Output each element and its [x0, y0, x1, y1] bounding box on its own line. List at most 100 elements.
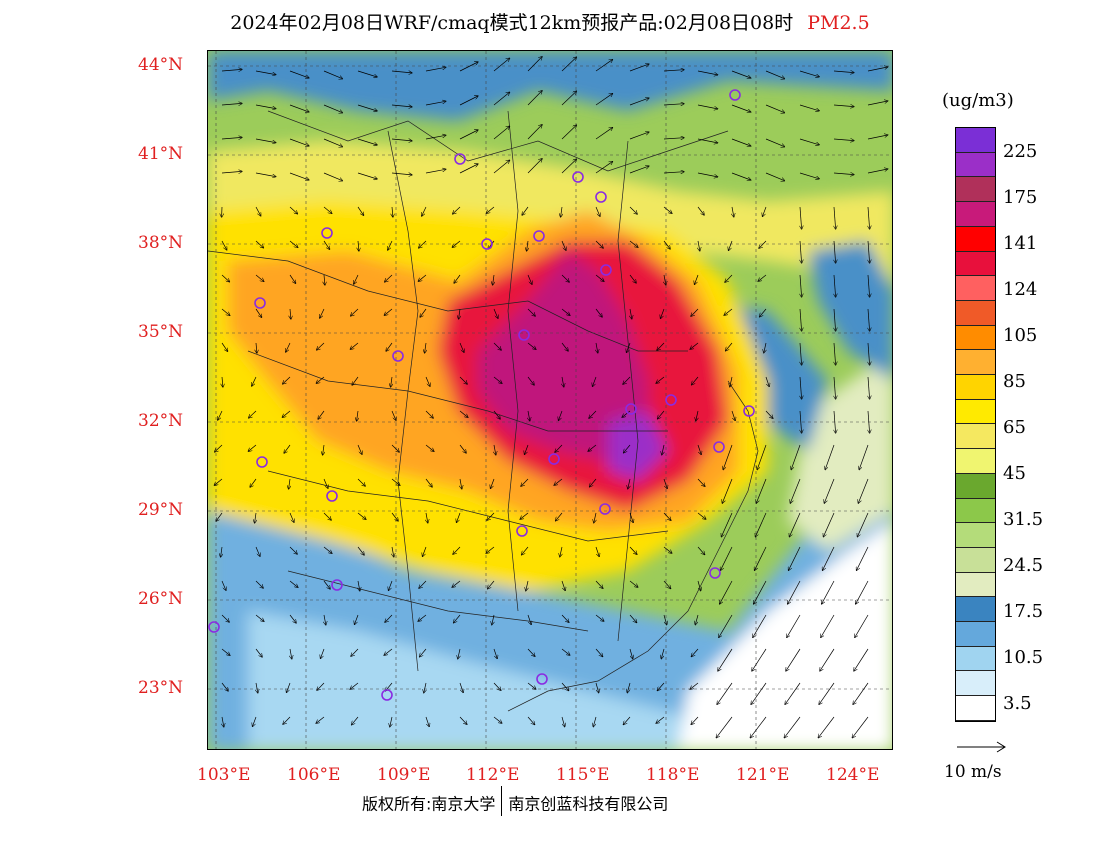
wind-arrow [357, 104, 377, 111]
wind-arrow [664, 274, 666, 285]
wind-arrow [351, 648, 359, 656]
wind-arrow [595, 580, 603, 588]
wind-arrow [425, 67, 446, 72]
wind-arrow [868, 240, 870, 263]
wind-arrow [561, 342, 568, 351]
wind-arrow [324, 274, 325, 285]
wind-arrow [420, 648, 427, 657]
wind-arrow [868, 410, 870, 433]
wind-arrow [493, 126, 510, 140]
wind-arrow [765, 104, 785, 113]
wind-arrow [785, 682, 801, 704]
wind-arrow [725, 274, 733, 282]
wind-arrow [790, 478, 801, 503]
wind-arrow [459, 682, 463, 693]
boundary-lines [208, 110, 759, 712]
wind-arrow [697, 206, 704, 215]
wind-reference-arrow [957, 741, 1006, 753]
wind-arrow [357, 172, 377, 179]
wind-arrow [663, 512, 671, 520]
wind-arrow [527, 614, 531, 625]
city-markers [208, 89, 755, 701]
wind-arrow [425, 376, 430, 386]
lon-label-121e: 121°E [736, 765, 790, 785]
wind-arrow [697, 172, 718, 177]
wind-arrow [717, 682, 733, 704]
wind-arrow [391, 444, 399, 452]
wind-arrow [595, 682, 599, 693]
wind-arrow [799, 70, 819, 77]
legend-label-3-5: 3.5 [1003, 693, 1032, 714]
lat-label-35n: 35°N [138, 322, 184, 342]
wind-arrow [690, 342, 699, 349]
wind-arrow [289, 512, 294, 522]
wind-arrow [493, 308, 498, 318]
wind-arrow [384, 648, 393, 655]
wind-arrow [454, 274, 461, 283]
wind-arrow [459, 96, 478, 106]
wind-arrow [822, 580, 835, 604]
wind-arrow [731, 410, 735, 421]
wind-arrow [656, 716, 665, 723]
wind-arrow [486, 546, 495, 553]
wind-arrow [867, 169, 888, 174]
wind-arrow [719, 614, 733, 637]
wind-arrow [221, 308, 230, 315]
legend-color-swatch [956, 523, 995, 548]
wind-arrow [459, 130, 478, 140]
wind-arrow [760, 308, 767, 317]
wind-arrow [391, 173, 412, 175]
wind-arrow [691, 308, 699, 316]
wind-arrow [526, 580, 528, 591]
wind-arrow [800, 342, 802, 365]
wind-arrow [354, 274, 359, 284]
wind-arrow [691, 716, 699, 724]
lat-label-23n: 23°N [138, 678, 184, 698]
wind-arrow [561, 159, 576, 174]
wind-arrow [595, 128, 613, 140]
wind-arrow [317, 682, 325, 690]
wind-arrow [661, 308, 665, 318]
wind-arrow [596, 342, 598, 353]
wind-arrow [663, 614, 667, 625]
wind-arrow [317, 342, 325, 350]
wind-arrow [425, 478, 432, 487]
wind-arrow [289, 104, 309, 112]
wind-arrow [590, 478, 597, 487]
wind-arrow [357, 70, 377, 77]
wind-arrow [222, 716, 224, 727]
wind-arrow [355, 614, 359, 624]
wind-arrow [320, 308, 325, 318]
wind-arrow [323, 206, 332, 213]
wind-arrow [593, 376, 597, 386]
wind-arrow [628, 478, 630, 489]
wind-arrow [255, 512, 256, 523]
wind-arrow [729, 240, 733, 250]
wind-arrow [350, 682, 359, 689]
wind-arrow [388, 240, 393, 250]
wind-arrow [867, 101, 888, 106]
wind-arrow [658, 410, 665, 419]
lon-label-106e: 106°E [287, 765, 341, 785]
legend-color-swatch [956, 622, 995, 647]
wind-arrow [391, 71, 412, 73]
wind-arrow [855, 614, 869, 637]
wind-arrow [629, 614, 637, 623]
wind-arrow [527, 716, 535, 725]
wind-arrow [595, 206, 600, 216]
legend-color-swatch [956, 449, 995, 474]
wind-arrow [854, 648, 869, 671]
wind-arrow [856, 580, 869, 604]
wind-arrow [833, 139, 854, 141]
wind-arrow [250, 478, 257, 487]
wind-arrow [527, 648, 535, 656]
wind-arrow [786, 648, 801, 671]
wind-arrow [561, 57, 576, 72]
wind-arrow [350, 342, 359, 349]
wind-arrow [249, 410, 257, 418]
wind-arrow [720, 580, 733, 604]
wind-arrow [391, 410, 396, 420]
wind-arrow [216, 512, 223, 521]
title-text: 2024年02月08日WRF/cmaq模式12km预报产品:02月08日08时 [230, 12, 794, 34]
wind-arrow [800, 308, 802, 331]
